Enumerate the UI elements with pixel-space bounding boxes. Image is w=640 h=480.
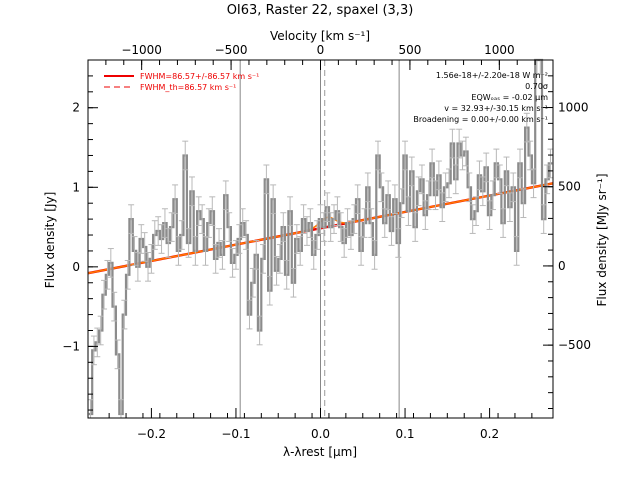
spectrum-step-line [88,58,553,416]
x-tick-label: 0.0 [311,427,330,441]
annotation-flux: 1.56e-18+/-2.20e-18 W m⁻² [436,71,548,80]
top-axis-label: Velocity [km s⁻¹] [270,29,370,43]
right-tick-label: −500 [558,338,591,352]
right-tick-label: 0 [558,259,566,273]
y-tick-label: 0 [72,260,80,274]
y-tick-label: −1 [62,339,80,353]
top-tick-label: −500 [215,43,248,57]
x-tick-label: −0.2 [137,427,166,441]
right-tick-label: 500 [558,180,581,194]
y-tick-label: 2 [72,101,80,115]
y-axis-label: Flux density [Jy] [43,192,57,289]
top-tick-label: 0 [317,43,325,57]
right-tick-label: 1000 [558,101,589,115]
right-axis-label: Flux density [MJy sr⁻¹] [595,173,609,306]
annotation-broadening: Broadening = 0.00+/-0.00 km s⁻¹ [413,115,548,124]
x-tick-label: −0.1 [221,427,250,441]
spectrum-data [87,58,554,419]
annotation-sigma: 0.70σ [525,82,548,91]
legend: FWHM=86.57+/-86.57 km s⁻¹ FWHM_th=86.57 k… [104,72,259,92]
chart-title: OI63, Raster 22, spaxel (3,3) [227,3,414,18]
x-axis-label: λ-λrest [μm] [283,445,357,459]
top-tick-label: 500 [398,43,421,57]
axis-ticks: −0.2 −0.1 0.0 0.1 0.2 −1 0 1 2 −1000 −500 0 500 1000 −… [62,43,591,441]
annotation-velocity: v = 32.93+/-30.15 km s⁻¹ [444,104,548,113]
x-tick-label: 0.1 [395,427,414,441]
x-tick-label: 0.2 [480,427,499,441]
y-tick-label: 1 [72,180,80,194]
top-tick-label: −1000 [121,43,162,57]
legend-label: FWHM_th=86.57 km s⁻¹ [140,83,236,92]
legend-label: FWHM=86.57+/-86.57 km s⁻¹ [140,72,259,81]
annotation-eqw: EQWₒₐₛ = -0.02 μm [471,93,548,102]
top-tick-label: 1000 [484,43,515,57]
